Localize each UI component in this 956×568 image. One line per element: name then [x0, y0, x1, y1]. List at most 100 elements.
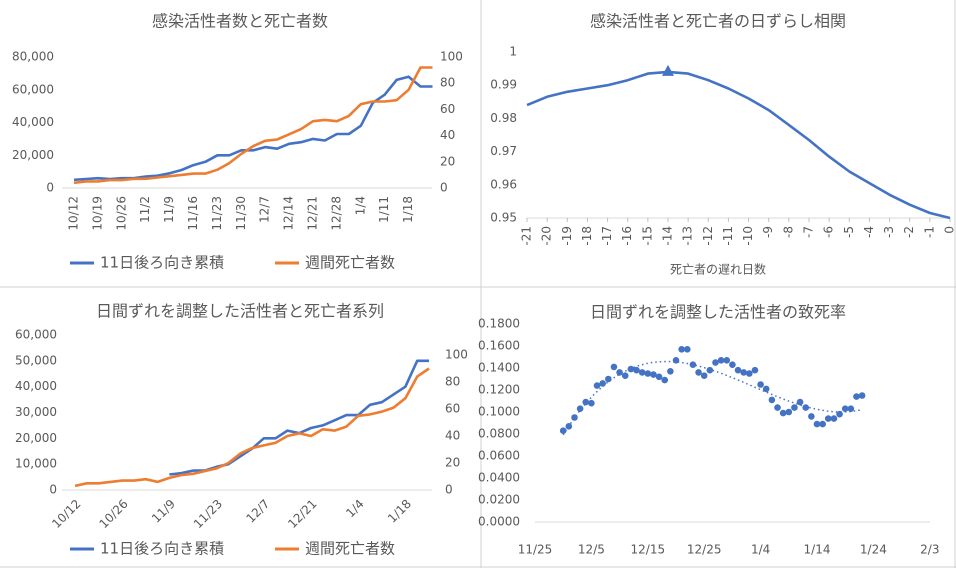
scatter-point — [729, 361, 736, 369]
scatter-point — [746, 370, 753, 377]
scatter-point — [700, 372, 708, 380]
x-tick-label: 12/7 — [258, 196, 272, 223]
scatter-point — [650, 371, 657, 378]
line-series — [74, 367, 430, 488]
y-tick-label: 0.1400 — [478, 361, 520, 375]
y-tick-label: 0.0400 — [478, 471, 520, 485]
scatter-point — [695, 369, 702, 376]
x-tick-label: 1/24 — [860, 543, 887, 557]
scatter-point — [847, 405, 855, 413]
x-tick-label: 10/26 — [114, 196, 128, 231]
x-tick-label: -3 — [882, 226, 896, 238]
x-tick-label: 1/18 — [401, 196, 415, 223]
x-tick-label: 2/3 — [920, 543, 939, 557]
y-tick-label: 0.96 — [490, 177, 517, 191]
y-tick-label: 30,000 — [15, 405, 57, 419]
x-tick-label: 11/23 — [210, 196, 224, 231]
y-tick-label: 0 — [46, 181, 54, 195]
x-tick-label: -9 — [761, 226, 775, 238]
scatter-point — [858, 392, 866, 399]
chart-title: 日間ずれを調整した活性者の致死率 — [590, 303, 846, 322]
scatter-point — [824, 415, 832, 422]
y2-tick-label: 40 — [440, 128, 455, 142]
scatter-point — [678, 346, 685, 353]
x-tick-label: -16 — [620, 226, 634, 246]
scatter-point — [796, 398, 804, 406]
x-tick-label: 0 — [943, 226, 956, 234]
scatter-point — [633, 366, 640, 374]
x-tick-label: 10/12 — [67, 196, 81, 231]
y2-tick-label: 20 — [445, 456, 460, 470]
x-tick-label: -8 — [781, 226, 795, 238]
y-tick-label: 0.1200 — [478, 383, 520, 397]
x-tick-label: 12/15 — [631, 543, 666, 557]
x-tick-label: 12/14 — [282, 196, 296, 231]
y-tick-label: 80,000 — [12, 50, 54, 64]
scatter-point — [740, 369, 747, 376]
scatter-point — [655, 373, 663, 381]
scatter-point — [667, 368, 674, 375]
scatter-point — [712, 359, 719, 366]
scatter-point — [689, 361, 697, 369]
x-tick-label: -14 — [661, 226, 675, 246]
highlight-marker — [662, 64, 674, 76]
y-tick-label: 20,000 — [12, 148, 54, 162]
y-tick-label: 0.0200 — [478, 493, 520, 507]
y2-tick-label: 80 — [445, 375, 460, 389]
chart-title: 日間ずれを調整した活性者と死亡者系列 — [96, 302, 384, 321]
scatter-point — [616, 369, 623, 376]
chart-title: 感染活性者と死亡者の日ずらし相関 — [590, 12, 846, 31]
scatter-point — [621, 372, 629, 380]
legend-label: 週間死亡者数 — [305, 540, 395, 558]
y-tick-label: 0.98 — [490, 111, 517, 125]
x-tick-label: -20 — [540, 226, 554, 246]
scatter-point — [830, 415, 838, 422]
y2-tick-label: 20 — [440, 154, 455, 168]
scatter-point — [723, 357, 731, 364]
x-tick-label: 12/25 — [687, 543, 722, 557]
scatter-point — [774, 404, 781, 411]
scatter-point — [582, 398, 590, 406]
scatter-point — [813, 420, 821, 428]
y-tick-label: 60,000 — [15, 328, 57, 342]
scatter-point — [588, 399, 595, 407]
x-tick-label: 10/19 — [90, 196, 104, 231]
scatter-point — [768, 396, 776, 404]
x-tick-label: -13 — [681, 226, 695, 246]
scatter-point — [762, 385, 770, 393]
x-tick-label: -15 — [640, 226, 654, 246]
y-tick-label: 0.1600 — [478, 339, 520, 353]
y-tick-label: 20,000 — [15, 431, 57, 445]
scatter-point — [610, 363, 618, 371]
x-axis-label: 死亡者の遅れ日数 — [670, 262, 766, 277]
x-tick-label: -6 — [822, 226, 836, 238]
y2-tick-label: 80 — [440, 76, 455, 90]
y2-tick-label: 100 — [440, 50, 463, 64]
y-tick-label: 50,000 — [15, 353, 57, 367]
scatter-point — [808, 413, 815, 420]
y-tick-label: 60,000 — [12, 82, 54, 96]
x-tick-label: -1 — [922, 226, 936, 238]
y2-tick-label: 60 — [440, 102, 455, 116]
scatter-point — [853, 393, 860, 400]
x-tick-label: -12 — [701, 226, 715, 246]
y2-tick-label: 60 — [445, 402, 460, 416]
y-tick-label: 0.0800 — [478, 427, 520, 441]
scatter-point — [802, 404, 810, 411]
y-tick-label: 0.0600 — [478, 449, 520, 463]
x-tick-label: 11/30 — [234, 196, 248, 231]
x-tick-label: 11/25 — [518, 543, 553, 557]
y-tick-label: 10,000 — [15, 457, 57, 471]
scatter-point — [683, 346, 691, 353]
scatter-point — [576, 405, 584, 413]
legend-label: 11日後ろ向き累積 — [100, 540, 224, 558]
line-series — [526, 70, 951, 220]
y-tick-label: 40,000 — [12, 115, 54, 129]
x-tick-label: -2 — [902, 226, 916, 238]
y2-tick-label: 0 — [445, 483, 453, 497]
x-tick-label: 12/21 — [306, 196, 320, 231]
x-tick-label: -11 — [721, 226, 735, 246]
y-tick-label: 0.0000 — [478, 515, 520, 529]
scatter-point — [779, 409, 787, 417]
x-tick-label: -17 — [600, 226, 614, 246]
